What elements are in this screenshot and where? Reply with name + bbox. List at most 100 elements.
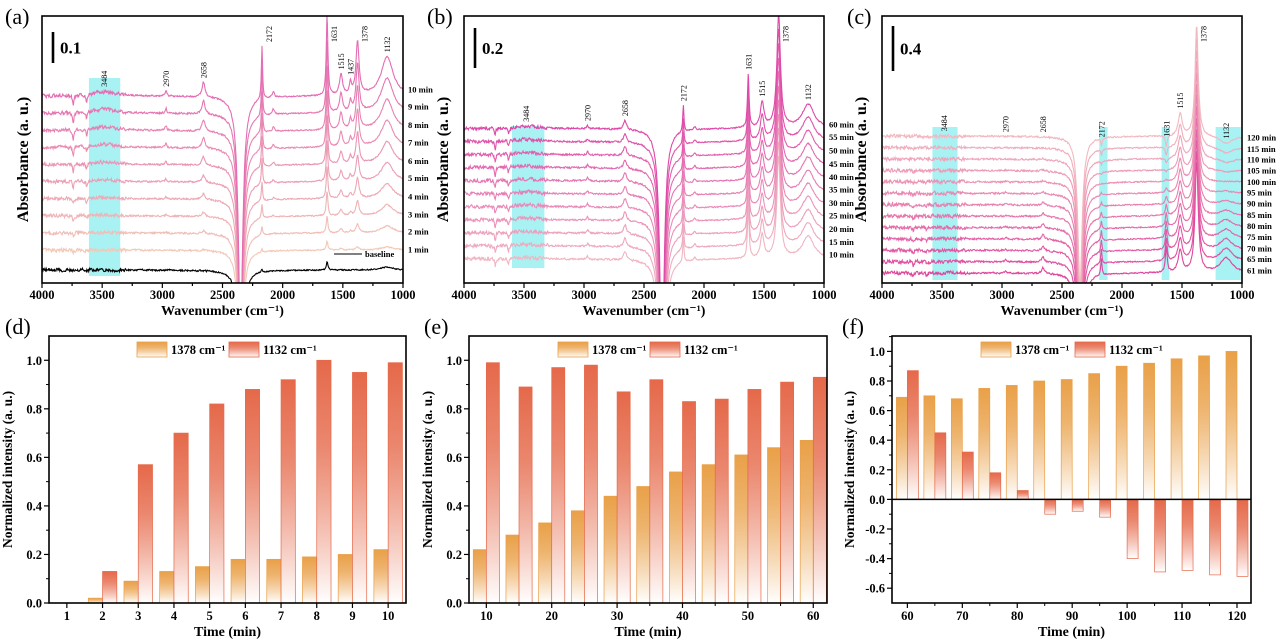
trace-label: 60 min xyxy=(829,120,854,130)
x-tick-label: 2500 xyxy=(210,288,235,302)
spectrum-trace xyxy=(882,150,1242,283)
bar-1132 xyxy=(1126,499,1139,559)
peak-label: 2658 xyxy=(1039,116,1048,132)
spectrum-trace xyxy=(464,57,824,283)
trace-label: 6 min xyxy=(408,156,429,166)
plot-frame xyxy=(468,335,828,604)
bar-1132 xyxy=(137,464,153,604)
bar-1378 xyxy=(1170,358,1183,500)
bar-1132 xyxy=(280,379,296,604)
x-tick-label: 4000 xyxy=(870,288,895,302)
y-tick-label: 0.6 xyxy=(869,404,885,418)
x-axis-title: Wavenumber (cm⁻¹) xyxy=(161,304,284,319)
bar-1378 xyxy=(734,454,749,604)
spectrum-trace xyxy=(882,26,1242,283)
y-tick-label: -0.4 xyxy=(865,552,886,566)
bar-1132 xyxy=(616,391,631,604)
legend-label: 1132 cm⁻¹ xyxy=(263,343,317,357)
bar-1132 xyxy=(209,403,225,604)
spectrum-trace xyxy=(464,28,824,283)
bar-1378 xyxy=(230,558,246,604)
bar-1378 xyxy=(1088,373,1101,500)
trace-label: 100 min xyxy=(1247,177,1276,187)
bar-1378 xyxy=(799,440,814,604)
x-tick-label: 3000 xyxy=(990,288,1015,302)
x-tick-label: 8 xyxy=(314,609,320,623)
baseline-legend-label: baseline xyxy=(365,249,395,259)
trace-label: 1 min xyxy=(408,244,429,254)
bar-1132 xyxy=(1044,499,1057,515)
bar-1132 xyxy=(934,432,947,500)
bar-1378 xyxy=(1033,380,1046,500)
spectrum-trace xyxy=(42,216,403,283)
x-tick-label: 2500 xyxy=(632,288,657,302)
bar-1132 xyxy=(1236,499,1249,577)
trace-label: 2 min xyxy=(408,227,429,237)
legend-label: 1378 cm⁻¹ xyxy=(592,343,647,357)
x-tick-label: 70 xyxy=(956,609,969,623)
x-tick-label: 20 xyxy=(545,609,558,623)
spectrum-trace xyxy=(42,40,403,283)
x-tick-label: 4 xyxy=(171,609,178,623)
trace-label: 10 min xyxy=(829,250,854,260)
spectrum-trace xyxy=(882,83,1242,283)
bar-1132 xyxy=(649,379,664,604)
spectrum-trace xyxy=(882,139,1242,283)
spectrum-trace xyxy=(464,99,824,283)
trace-label: 7 min xyxy=(408,138,429,148)
bar-1378 xyxy=(767,447,781,604)
x-tick-label: 2000 xyxy=(270,288,295,302)
y-tick-label: 0.2 xyxy=(446,548,462,562)
x-tick-label: 3500 xyxy=(512,288,537,302)
y-tick-label: 0.0 xyxy=(446,597,462,611)
bar-1132 xyxy=(1071,499,1084,512)
spectrum-trace xyxy=(464,16,824,283)
bar-1132 xyxy=(173,432,189,604)
x-tick-label: 3 xyxy=(135,609,141,623)
spectra-panel-0: (a) baseline 1 min 2 min 3 min 4 min 5 min 6 mi… xyxy=(5,4,433,319)
spectrum-trace xyxy=(42,191,403,283)
x-tick-label: 2000 xyxy=(1110,288,1135,302)
bar-1132 xyxy=(1154,499,1166,573)
y-tick-label: 0.0 xyxy=(869,493,885,507)
bar-panel-5: (f) 1378 cm⁻¹ 1132 cm⁻¹ -0.6 -0.4 -0.2 0.0 0.2 0… xyxy=(842,314,1252,640)
bar-1132 xyxy=(780,381,795,604)
x-tick-label: 3500 xyxy=(930,288,955,302)
legend-swatch xyxy=(228,341,260,358)
y-tick-label: 0.2 xyxy=(26,548,42,562)
y-tick-label: -0.6 xyxy=(865,582,885,596)
traces xyxy=(42,16,403,283)
x-axis-title: Wavenumber (cm⁻¹) xyxy=(1001,304,1124,319)
peak-label: 1132 xyxy=(383,37,392,53)
highlight-band xyxy=(1099,127,1108,280)
y-tick-label: 1.0 xyxy=(26,354,42,368)
x-tick-label: 4000 xyxy=(452,288,477,302)
y-tick-label: 0.8 xyxy=(446,402,462,416)
bar-1378 xyxy=(603,495,618,604)
peak-label: 1631 xyxy=(1162,121,1171,137)
trace-label: 115 min xyxy=(1247,144,1276,154)
x-tick-label: 10 xyxy=(382,609,395,623)
spectrum-trace xyxy=(464,43,824,283)
x-tick-label: 1000 xyxy=(1230,288,1255,302)
legend-swatch xyxy=(1074,341,1106,358)
bar-1378 xyxy=(302,556,318,604)
peak-label: 1132 xyxy=(804,84,813,100)
trace-label: 105 min xyxy=(1247,165,1276,175)
spectrum-trace xyxy=(882,161,1242,283)
bar-panel-3: (d) 1378 cm⁻¹ 1132 cm⁻¹ 0.0 0.2 0.4 0.6 0.8 1.0 1… xyxy=(0,314,407,640)
x-axis-title: Time (min) xyxy=(194,625,261,640)
y-tick-label: 0.4 xyxy=(869,434,885,448)
x-tick-label: 10 xyxy=(480,609,493,623)
bar-1132 xyxy=(551,367,566,604)
trace-label: 110 min xyxy=(1247,155,1276,165)
bar-1132 xyxy=(102,571,118,604)
bar-1378 xyxy=(701,464,716,604)
peak-label: 1631 xyxy=(744,54,753,70)
y-axis-title: Normalized intensity (a. u.) xyxy=(842,391,857,548)
bar-1378 xyxy=(1115,365,1128,500)
x-tick-label: 80 xyxy=(1011,609,1024,623)
bar-1378 xyxy=(1198,355,1210,500)
panel-label: (f) xyxy=(842,314,864,339)
